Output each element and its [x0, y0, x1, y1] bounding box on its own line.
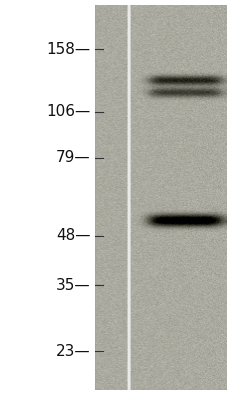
Text: 48—: 48— [56, 228, 90, 244]
Text: 35—: 35— [56, 278, 90, 292]
Text: 158—: 158— [46, 42, 90, 56]
Text: 23—: 23— [56, 344, 90, 358]
Text: 106—: 106— [46, 104, 90, 120]
Text: 79—: 79— [56, 150, 90, 166]
